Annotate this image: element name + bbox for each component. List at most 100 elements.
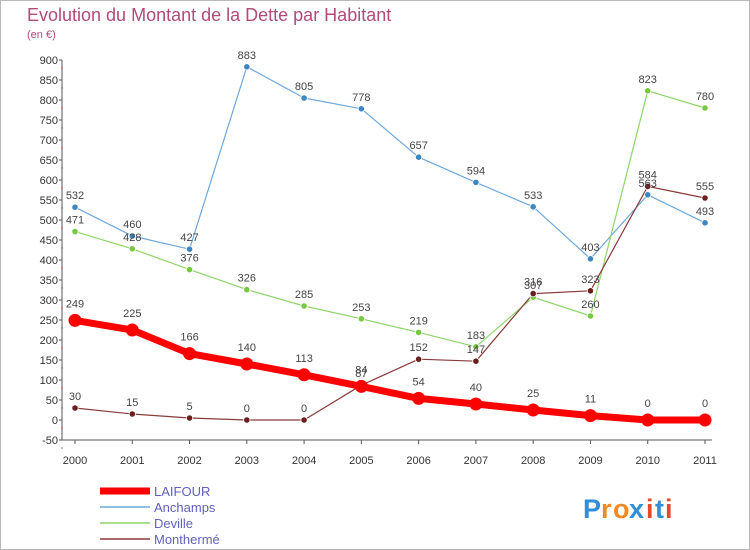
- y-tick-label: 150: [40, 355, 58, 367]
- data-label: 823: [639, 74, 657, 86]
- data-label: 778: [352, 92, 370, 104]
- logo-letter: i: [646, 494, 654, 524]
- data-point[interactable]: [641, 413, 655, 427]
- data-point[interactable]: [240, 357, 254, 371]
- logo-letter: P: [583, 494, 601, 524]
- y-tick-label: 50: [46, 395, 58, 407]
- x-tick-label: 2003: [235, 455, 259, 467]
- data-label: 5: [186, 401, 192, 413]
- logo-letter: o: [613, 494, 630, 524]
- data-label: 532: [66, 190, 84, 202]
- data-point[interactable]: [185, 414, 194, 422]
- legend-label[interactable]: Monthermé: [154, 532, 220, 547]
- data-point[interactable]: [357, 105, 365, 113]
- x-tick-label: 2011: [693, 455, 717, 467]
- data-label: 11: [585, 394, 596, 406]
- data-point[interactable]: [412, 391, 426, 405]
- data-point[interactable]: [586, 287, 595, 295]
- data-label: 113: [295, 353, 313, 365]
- data-point[interactable]: [300, 302, 308, 310]
- logo-letter: r: [601, 494, 612, 524]
- data-point[interactable]: [415, 153, 423, 161]
- data-point[interactable]: [415, 355, 423, 363]
- data-label: 533: [524, 190, 542, 202]
- data-label: 152: [409, 342, 427, 354]
- data-point[interactable]: [698, 413, 712, 427]
- data-label: 584: [639, 169, 657, 181]
- x-tick-label: 2002: [177, 455, 201, 467]
- data-point[interactable]: [243, 285, 251, 294]
- data-label: 493: [696, 206, 714, 218]
- data-point[interactable]: [586, 255, 595, 263]
- data-point[interactable]: [128, 232, 136, 240]
- data-label: 253: [352, 302, 370, 314]
- data-point[interactable]: [644, 191, 652, 199]
- data-label: 326: [238, 273, 256, 285]
- data-point[interactable]: [701, 219, 709, 227]
- data-label: 883: [238, 50, 256, 62]
- data-point[interactable]: [71, 404, 79, 412]
- data-point[interactable]: [469, 397, 483, 411]
- series-lines: [74, 66, 706, 424]
- data-label: 219: [409, 315, 427, 327]
- data-label: 147: [467, 344, 485, 356]
- data-point[interactable]: [529, 289, 537, 298]
- legend-label[interactable]: Deville: [154, 516, 193, 531]
- data-point[interactable]: [300, 94, 308, 102]
- data-point[interactable]: [71, 228, 79, 236]
- y-tick-label: 750: [40, 115, 58, 127]
- data-point[interactable]: [644, 182, 652, 190]
- y-tick-label: 250: [40, 315, 58, 327]
- data-label: 84: [355, 364, 367, 376]
- data-point[interactable]: [128, 245, 136, 253]
- data-point[interactable]: [644, 87, 652, 95]
- data-label: 140: [238, 342, 256, 354]
- data-point[interactable]: [529, 203, 537, 211]
- data-point[interactable]: [68, 313, 82, 327]
- legend-label[interactable]: Anchamps: [154, 500, 216, 515]
- y-tick-label: 0: [52, 415, 58, 427]
- data-point[interactable]: [243, 63, 251, 71]
- data-point[interactable]: [526, 403, 540, 417]
- logo-letter: t: [655, 494, 664, 524]
- data-point[interactable]: [128, 410, 136, 418]
- y-tick-label: 450: [40, 235, 58, 247]
- data-label: 780: [696, 91, 714, 103]
- data-point[interactable]: [243, 416, 251, 424]
- logo-letter: x: [629, 494, 644, 524]
- data-label: 87: [355, 368, 367, 380]
- x-tick-label: 2010: [635, 455, 659, 467]
- legend-label[interactable]: LAIFOUR: [154, 484, 210, 499]
- data-point[interactable]: [125, 323, 139, 337]
- data-label: 0: [244, 403, 250, 415]
- y-tick-label: 800: [40, 95, 58, 107]
- data-label: 40: [470, 382, 482, 394]
- data-label: 0: [645, 398, 651, 410]
- data-point[interactable]: [472, 343, 480, 351]
- data-point[interactable]: [185, 265, 194, 274]
- data-point[interactable]: [300, 416, 308, 424]
- data-point[interactable]: [583, 409, 597, 423]
- data-label: 460: [123, 219, 141, 231]
- data-point[interactable]: [357, 315, 365, 323]
- data-point[interactable]: [472, 178, 480, 186]
- data-point[interactable]: [586, 312, 595, 320]
- chart-title: Evolution du Montant de la Dette par Hab…: [27, 5, 392, 25]
- data-point[interactable]: [71, 203, 79, 211]
- data-point[interactable]: [185, 245, 194, 253]
- x-tick-label: 2000: [63, 455, 87, 467]
- data-point[interactable]: [472, 357, 480, 365]
- data-point[interactable]: [354, 379, 368, 393]
- data-point[interactable]: [701, 104, 709, 112]
- y-tick-label: 400: [40, 255, 58, 267]
- y-tick-label: 900: [40, 55, 58, 67]
- data-point[interactable]: [183, 347, 197, 361]
- data-label: 403: [581, 242, 599, 254]
- data-label: 166: [180, 332, 198, 344]
- data-point[interactable]: [415, 328, 423, 336]
- y-tick-label: 200: [40, 335, 58, 347]
- data-point[interactable]: [701, 194, 709, 202]
- data-point[interactable]: [297, 368, 311, 382]
